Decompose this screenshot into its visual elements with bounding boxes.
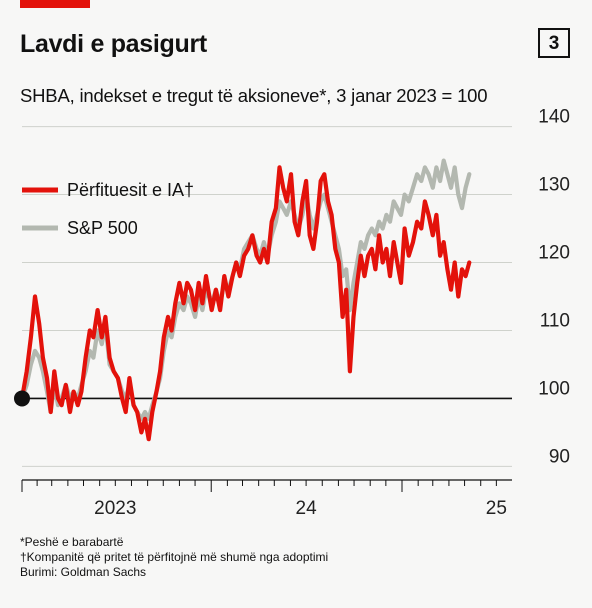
chart-title: Lavdi e pasigurt bbox=[20, 30, 207, 58]
legend-item-ai-beneficiaries-label: Përfituesit e IA† bbox=[67, 180, 194, 200]
y-tick-label-90: 90 bbox=[549, 446, 570, 467]
brand-accent-bar bbox=[20, 0, 90, 8]
footnotes: *Peshë e barabartë †Kompanitë që pritet … bbox=[20, 535, 328, 580]
legend-item-sp500-label: S&P 500 bbox=[67, 218, 138, 238]
chart-number-badge: 3 bbox=[538, 28, 570, 58]
x-tick-label-2023: 2023 bbox=[94, 498, 136, 519]
legend: Përfituesit e IA† S&P 500 bbox=[22, 180, 194, 238]
x-axis: 2023 24 25 bbox=[21, 479, 512, 519]
chart-subtitle: SHBA, indekset e tregut të aksioneve*, 3… bbox=[20, 85, 488, 106]
y-axis-ticks: 90 100 110 120 130 140 bbox=[538, 107, 570, 468]
start-marker-layer bbox=[14, 390, 30, 407]
y-tick-label-120: 120 bbox=[538, 243, 570, 264]
start-point-marker bbox=[14, 390, 30, 407]
y-tick-label-130: 130 bbox=[538, 175, 570, 196]
x-tick-label-25: 25 bbox=[486, 498, 507, 519]
footnote-ai-beneficiaries: †Kompanitë që pritet të përfitojnë më sh… bbox=[20, 550, 329, 564]
footnote-source: Burimi: Goldman Sachs bbox=[20, 565, 147, 579]
y-tick-label-110: 110 bbox=[540, 310, 570, 331]
footnote-equal-weight: *Peshë e barabartë bbox=[20, 535, 124, 549]
series-line-ai-beneficiaries bbox=[19, 165, 472, 442]
series-lines bbox=[19, 158, 472, 442]
x-tick-label-24: 24 bbox=[296, 498, 318, 519]
y-tick-label-100: 100 bbox=[538, 378, 570, 399]
y-tick-label-140: 140 bbox=[538, 107, 570, 128]
